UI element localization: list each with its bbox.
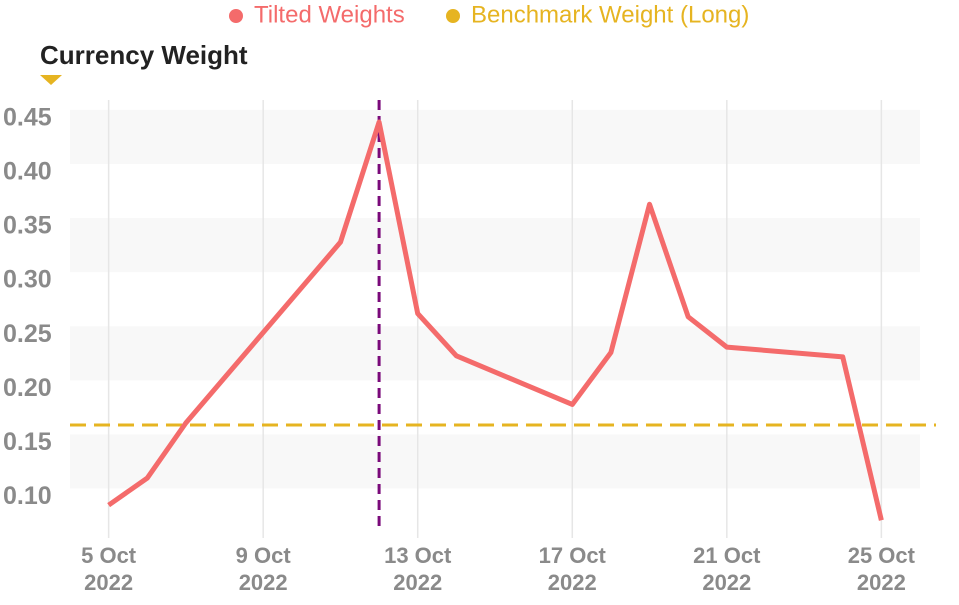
- legend-label: Benchmark Weight (Long): [471, 1, 749, 28]
- grid-band: [70, 109, 920, 164]
- legend-label: Tilted Weights: [254, 1, 405, 28]
- x-tick-label: 9 Oct 2022: [235, 543, 291, 595]
- y-tick-label: 0.25: [3, 320, 52, 348]
- x-tick-label: 5 Oct 2022: [81, 543, 137, 595]
- y-tick-label: 0.20: [3, 374, 52, 402]
- title-marker: [40, 75, 62, 85]
- y-tick-label: 0.10: [3, 482, 52, 510]
- y-tick-label: 0.30: [3, 266, 52, 294]
- y-tick-label: 0.15: [3, 428, 52, 456]
- data-line: [107, 119, 884, 521]
- x-tick-label: 25 Oct 2022: [847, 543, 915, 595]
- grid-band: [70, 434, 920, 489]
- legend-marker: [229, 9, 243, 23]
- x-tick-label: 21 Oct 2022: [693, 543, 761, 595]
- y-tick-label: 0.45: [3, 103, 52, 131]
- grid-band: [70, 218, 920, 273]
- y-tick-label: 0.40: [3, 158, 52, 186]
- y-axis-title: Currency Weight: [40, 40, 248, 70]
- legend-marker: [446, 9, 460, 23]
- x-tick-label: 17 Oct 2022: [538, 543, 606, 595]
- x-tick-label: 13 Oct 2022: [384, 543, 452, 595]
- y-tick-label: 0.35: [3, 212, 52, 240]
